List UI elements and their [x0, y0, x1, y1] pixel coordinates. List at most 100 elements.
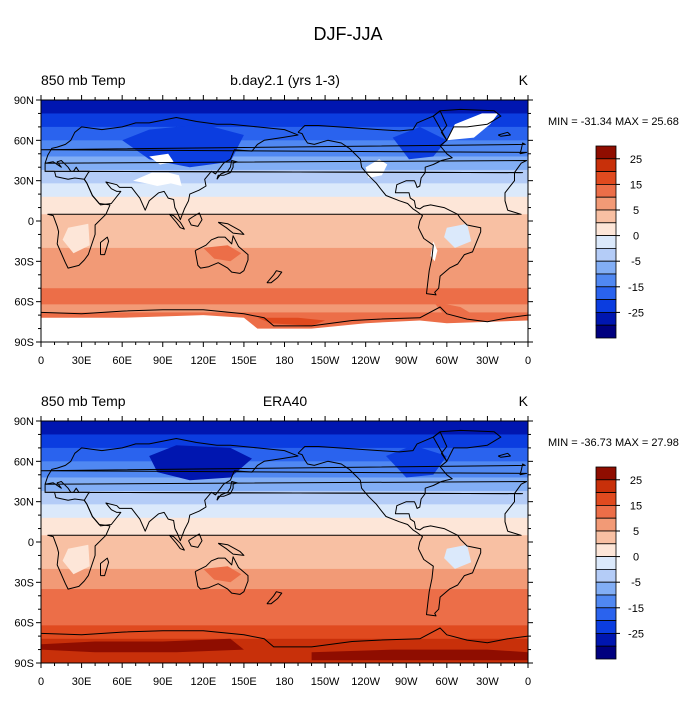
colorbar-swatch — [595, 209, 617, 224]
panel-1-x-axis: 0 30E 60E 90E 120E 150E 180 150W 120W 90W 60W 30W 0 — [38, 95, 531, 367]
panel-2-units: K — [519, 393, 529, 409]
colorbar-swatch — [595, 581, 617, 596]
colorbar-swatch — [595, 260, 617, 275]
panel-1-colorbar: 25 15 5 0 -5 -15 -25 — [595, 145, 644, 339]
colorbar-swatch — [595, 145, 617, 160]
colorbar-swatch — [595, 530, 617, 545]
colorbar-label: 0 — [633, 552, 639, 564]
x-tick-label: 60W — [436, 676, 459, 688]
y-tick-label: 30N — [14, 176, 34, 188]
panel-2-x-axis: 0 30E 60E 90E 120E 150E 180 150W 120W 90W 60W 30W 0 — [38, 416, 531, 688]
x-tick-label: 180 — [275, 355, 293, 367]
colorbar-swatch — [595, 645, 617, 660]
x-tick-label: 60E — [112, 676, 132, 688]
colorbar-swatch — [595, 183, 617, 198]
colorbar-swatch — [595, 492, 617, 506]
panel-2-left-title: 850 mb Temp — [41, 393, 126, 409]
y-tick-label: 30N — [14, 497, 34, 509]
colorbar-swatch — [595, 171, 617, 185]
panel-1-map — [40, 99, 529, 343]
colorbar-swatch — [595, 324, 617, 339]
y-tick-label: 60S — [14, 297, 34, 309]
colorbar-swatch — [595, 620, 617, 634]
colorbar-swatch — [595, 286, 617, 300]
y-tick-label: 60N — [14, 135, 34, 147]
colorbar-swatch — [595, 504, 617, 519]
figure-title: DJF-JJA — [314, 24, 383, 44]
colorbar-label: -15 — [628, 603, 644, 615]
y-tick-label: 30S — [14, 577, 34, 589]
x-tick-label: 120W — [351, 355, 380, 367]
x-tick-label: 30E — [72, 355, 92, 367]
colorbar-swatch — [595, 594, 617, 609]
colorbar-label: -25 — [628, 628, 644, 640]
colorbar-swatch — [595, 607, 617, 621]
x-tick-label: 90W — [395, 355, 418, 367]
y-tick-label: 0 — [28, 537, 34, 549]
colorbar-label: 0 — [633, 231, 639, 243]
panel-2-colorbar: 25 15 5 0 -5 -15 -25 — [595, 466, 644, 660]
x-tick-label: 30W — [476, 676, 499, 688]
y-tick-label: 90N — [14, 95, 34, 107]
colorbar-swatch — [595, 311, 617, 326]
colorbar-label: -5 — [631, 577, 641, 589]
colorbar-label: -15 — [628, 282, 644, 294]
y-tick-label: 60N — [14, 456, 34, 468]
x-tick-label: 90E — [153, 676, 173, 688]
x-tick-label: 180 — [275, 676, 293, 688]
x-tick-label: 150W — [311, 676, 340, 688]
x-tick-label: 120E — [190, 676, 216, 688]
colorbar-swatch — [595, 556, 617, 570]
colorbar-label: 5 — [633, 526, 639, 538]
y-tick-label: 0 — [28, 216, 34, 228]
colorbar-label: -5 — [631, 256, 641, 268]
colorbar-swatch — [595, 543, 617, 557]
panel-2-center-title: ERA40 — [263, 393, 308, 409]
x-tick-label: 120E — [190, 355, 216, 367]
y-tick-label: 30S — [14, 256, 34, 268]
colorbar-label: 5 — [633, 205, 639, 217]
colorbar-label: 15 — [630, 500, 642, 512]
x-tick-label: 120W — [351, 676, 380, 688]
x-tick-label: 30W — [476, 355, 499, 367]
colorbar-swatch — [595, 517, 617, 532]
panel-1-left-title: 850 mb Temp — [41, 72, 126, 88]
colorbar-swatch — [595, 479, 617, 493]
x-tick-label: 90E — [153, 355, 173, 367]
colorbar-swatch — [595, 158, 617, 173]
colorbar-swatch — [595, 633, 617, 647]
y-tick-label: 60S — [14, 618, 34, 630]
panel-1-units: K — [519, 72, 529, 88]
y-tick-label: 90N — [14, 416, 34, 428]
x-tick-label: 90W — [395, 676, 418, 688]
x-tick-label: 0 — [525, 676, 531, 688]
colorbar-swatch — [595, 196, 617, 211]
colorbar-swatch — [595, 466, 617, 481]
panel-1-stats: MIN = -31.34 MAX = 25.68 — [548, 116, 679, 128]
colorbar-swatch — [595, 247, 617, 262]
x-tick-label: 0 — [38, 676, 44, 688]
colorbar-swatch — [595, 273, 617, 288]
panel-1-center-title: b.day2.1 (yrs 1-3) — [230, 72, 340, 88]
x-tick-label: 0 — [38, 355, 44, 367]
colorbar-swatch — [595, 299, 617, 313]
x-tick-label: 60E — [112, 355, 132, 367]
colorbar-label: 25 — [630, 475, 642, 487]
panel-2-map — [40, 420, 529, 664]
x-tick-label: 0 — [525, 355, 531, 367]
panel-2-stats: MIN = -36.73 MAX = 27.98 — [548, 437, 679, 449]
panel-2-y-axis: 90N 60N 30N 0 30S 60S 90S — [14, 416, 533, 670]
x-tick-label: 150W — [311, 355, 340, 367]
panel-1: 850 mb Temp b.day2.1 (yrs 1-3) K MIN = -… — [14, 72, 679, 367]
panel-1-y-axis: 90N 60N 30N 0 30S 60S 90S — [14, 95, 533, 349]
colorbar-label: 15 — [630, 179, 642, 191]
panel-2: 850 mb Temp ERA40 K MIN = -36.73 MAX = 2… — [14, 393, 679, 688]
x-tick-label: 30E — [72, 676, 92, 688]
y-tick-label: 90S — [14, 337, 34, 349]
colorbar-swatch — [595, 235, 617, 249]
x-tick-label: 150E — [231, 676, 257, 688]
y-tick-label: 90S — [14, 658, 34, 670]
colorbar-swatch — [595, 569, 617, 583]
colorbar-swatch — [595, 222, 617, 237]
